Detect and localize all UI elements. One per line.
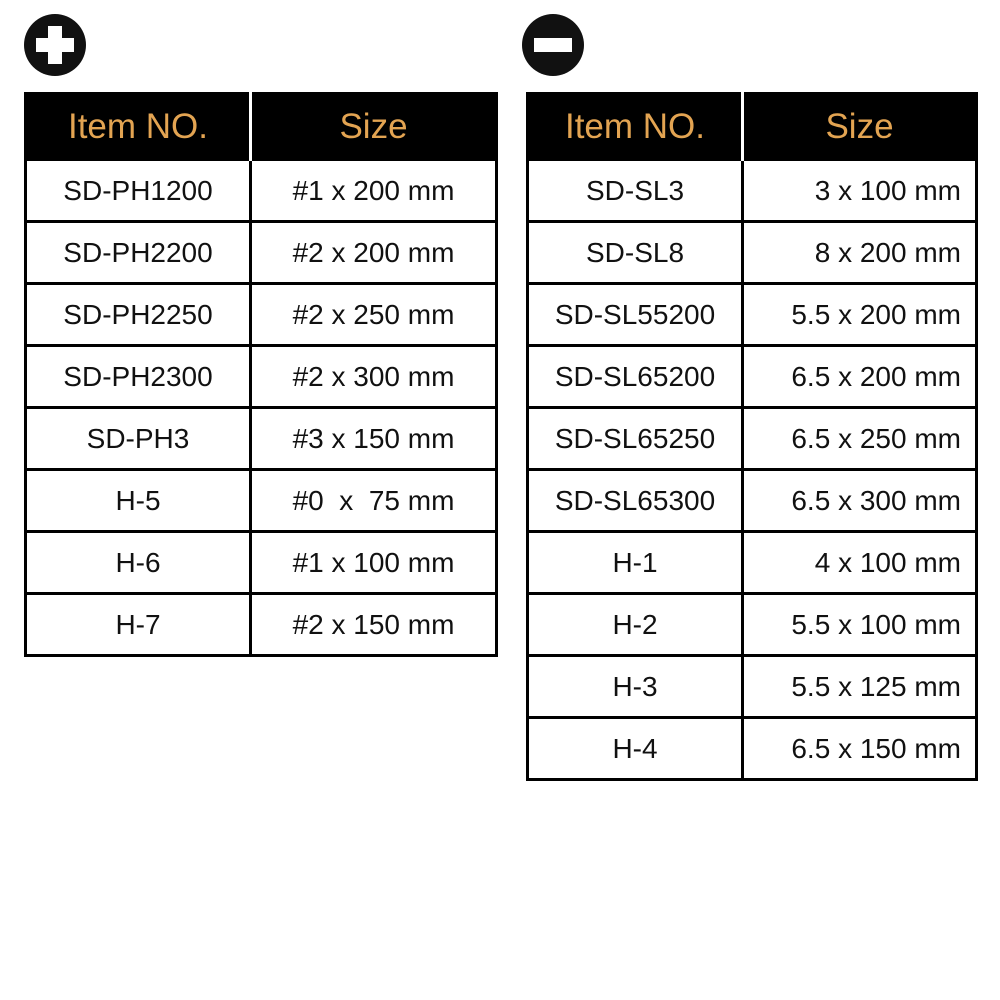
table-header: Item NO. Size xyxy=(25,93,497,160)
item-no-cell: H-3 xyxy=(526,654,744,719)
size-cell: #2 x 250 mm xyxy=(249,282,498,347)
table-header: Item NO. Size xyxy=(527,93,977,160)
size-cell: 6.5 x 200 mm xyxy=(741,344,978,409)
plus-circle-icon xyxy=(24,14,86,76)
table-row: SD-SL8 8 x 200 mm xyxy=(526,220,978,285)
item-no-cell: SD-PH2250 xyxy=(24,282,252,347)
header-item-no: Item NO. xyxy=(25,93,252,160)
size-cell: 5.5 x 100 mm xyxy=(741,592,978,657)
size-cell: 6.5 x 150 mm xyxy=(741,716,978,781)
size-cell: #2 x 150 mm xyxy=(249,592,498,657)
item-no-cell: H-1 xyxy=(526,530,744,595)
table-row: H-6 #1 x 100 mm xyxy=(24,530,498,595)
size-cell: 8 x 200 mm xyxy=(741,220,978,285)
table-row: H-4 6.5 x 150 mm xyxy=(526,716,978,781)
table-row: SD-SL65250 6.5 x 250 mm xyxy=(526,406,978,471)
item-no-cell: H-4 xyxy=(526,716,744,781)
size-cell: #0 x 75 mm xyxy=(249,468,498,533)
size-cell: #1 x 200 mm xyxy=(249,158,498,223)
table-row: SD-SL55200 5.5 x 200 mm xyxy=(526,282,978,347)
minus-circle-icon xyxy=(522,14,584,76)
table-row: SD-PH2250 #2 x 250 mm xyxy=(24,282,498,347)
item-no-cell: SD-PH1200 xyxy=(24,158,252,223)
table-row: H-3 5.5 x 125 mm xyxy=(526,654,978,719)
item-no-cell: SD-PH3 xyxy=(24,406,252,471)
item-no-cell: SD-SL65300 xyxy=(526,468,744,533)
size-cell: 5.5 x 125 mm xyxy=(741,654,978,719)
size-cell: #2 x 200 mm xyxy=(249,220,498,285)
table-row: SD-PH1200 #1 x 200 mm xyxy=(24,158,498,223)
size-cell: 4 x 100 mm xyxy=(741,530,978,595)
slotted-table: Item NO. Size SD-SL3 3 x 100 mm SD-SL8 8 x … xyxy=(526,92,978,781)
item-no-cell: SD-PH2300 xyxy=(24,344,252,409)
table-row: H-1 4 x 100 mm xyxy=(526,530,978,595)
item-no-cell: H-2 xyxy=(526,592,744,657)
size-cell: #1 x 100 mm xyxy=(249,530,498,595)
item-no-cell: SD-PH2200 xyxy=(24,220,252,285)
size-cell: #2 x 300 mm xyxy=(249,344,498,409)
table-row: H-5 #0 x 75 mm xyxy=(24,468,498,533)
table-row: SD-SL65300 6.5 x 300 mm xyxy=(526,468,978,533)
item-no-cell: H-6 xyxy=(24,530,252,595)
table-row: SD-PH3 #3 x 150 mm xyxy=(24,406,498,471)
item-no-cell: H-5 xyxy=(24,468,252,533)
table-row: SD-PH2200 #2 x 200 mm xyxy=(24,220,498,285)
size-cell: 6.5 x 250 mm xyxy=(741,406,978,471)
size-cell: #3 x 150 mm xyxy=(249,406,498,471)
item-no-cell: SD-SL8 xyxy=(526,220,744,285)
item-no-cell: H-7 xyxy=(24,592,252,657)
header-size: Size xyxy=(742,93,977,160)
header-item-no: Item NO. xyxy=(527,93,744,160)
item-no-cell: SD-SL65200 xyxy=(526,344,744,409)
table-row: SD-SL3 3 x 100 mm xyxy=(526,158,978,223)
table-row: H-7 #2 x 150 mm xyxy=(24,592,498,657)
item-no-cell: SD-SL55200 xyxy=(526,282,744,347)
size-cell: 5.5 x 200 mm xyxy=(741,282,978,347)
table-row: SD-PH2300 #2 x 300 mm xyxy=(24,344,498,409)
table-row: SD-SL65200 6.5 x 200 mm xyxy=(526,344,978,409)
size-cell: 3 x 100 mm xyxy=(741,158,978,223)
size-cell: 6.5 x 300 mm xyxy=(741,468,978,533)
phillips-table: Item NO. Size SD-PH1200 #1 x 200 mm SD-PH2… xyxy=(24,92,498,657)
table-row: H-2 5.5 x 100 mm xyxy=(526,592,978,657)
item-no-cell: SD-SL65250 xyxy=(526,406,744,471)
item-no-cell: SD-SL3 xyxy=(526,158,744,223)
header-size: Size xyxy=(250,93,497,160)
